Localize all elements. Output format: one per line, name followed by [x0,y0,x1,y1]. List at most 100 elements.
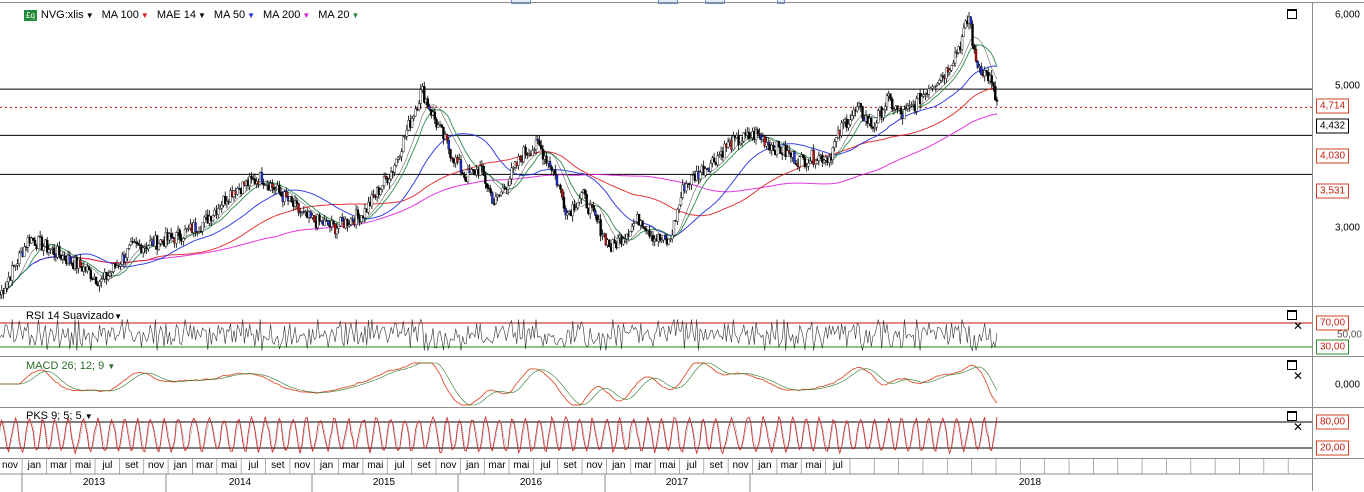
maximize-icon[interactable] [1287,411,1297,422]
overlay-ma200[interactable]: MA 200 ▼ [263,9,310,21]
candle-body [622,238,625,245]
overlay-mae14[interactable]: MAE 14 ▼ [157,9,206,21]
price-pane[interactable]: £q NVG:xlis ▼ MA 100 ▼ MAE 14 ▼ MA 50 ▼ … [0,2,1312,306]
candle-body [384,175,388,179]
candle-body [337,225,340,229]
candle-body [220,205,223,209]
candle-body [812,149,815,165]
rsi-line [0,318,998,352]
candle-body [203,216,206,223]
candle-body [616,237,620,249]
candle-body [129,241,133,246]
candle-body [363,208,367,219]
candle-body [499,191,503,196]
candle-body [410,117,414,128]
candle-body [754,129,758,140]
candle-body [534,139,538,150]
candle-body [786,150,789,157]
candle-body [971,23,974,47]
pks-upper-badge: 80,00 [1316,414,1350,430]
candle-body [339,217,342,227]
overlay-ma100[interactable]: MA 100 ▼ [102,9,149,21]
candle-body [367,202,370,213]
candle-body [388,178,391,184]
candle-body [835,137,838,142]
candle-body [756,129,759,134]
macd-scale[interactable]: 0,000 [1312,356,1364,407]
candle-body [487,187,491,190]
candle-body [960,36,964,51]
overlay-legend: £q NVG:xlis ▼ MA 100 ▼ MAE 14 ▼ MA 50 ▼ … [24,9,359,21]
candle-body [70,262,73,264]
candle-body [583,189,587,195]
rsi-scale[interactable]: 70,00 50,00 30,00 [1312,306,1364,356]
candle-body [599,219,602,237]
candle-body [704,168,707,176]
candle-body [512,167,515,169]
close-icon[interactable]: ✕ [1293,369,1304,383]
close-icon[interactable]: ✕ [1293,420,1304,434]
time-axis[interactable]: nov jan mar mai jul set nov jan mar mai jul set nov j… [0,458,1312,492]
candle-body [540,145,543,150]
overlay-ma50[interactable]: MA 50 ▼ [214,9,255,21]
rsi-pane[interactable]: RSI 14 Suavizado▼ ✕ [0,306,1312,356]
candle-body [882,109,885,119]
candle-body [976,60,979,68]
time-axis-grid [0,459,1312,492]
candle-body [983,70,986,77]
candle-body [187,227,190,230]
candle-body [100,279,103,282]
candle-body [634,221,637,224]
candle-body [684,183,688,192]
price-scale[interactable]: 6,000 5,000 3,000 4,714 4,432 4,030 3,53… [1312,2,1364,306]
candle-body [550,166,553,171]
candle-body [934,84,938,87]
candle-body [658,234,662,241]
pks-label[interactable]: PKS 9; 5; 5 ▼ [26,410,93,422]
rsi-pane-controls: ✕ [1287,310,1312,332]
pks-pane[interactable]: PKS 9; 5; 5 ▼ ✕ [0,407,1312,458]
candle-body [470,169,473,174]
candle-body [16,263,19,266]
candle-body [817,155,821,161]
mae14-line [0,36,998,295]
candle-body [566,212,569,216]
chevron-down-icon: ▼ [351,10,360,20]
level-badge: 3,531 [1316,183,1350,199]
candle-body [278,185,281,193]
candle-body [478,165,482,176]
chevron-down-icon: ▼ [302,10,311,20]
candle-body [891,98,894,110]
maximize-icon[interactable] [1287,310,1297,321]
symbol-selector[interactable]: £q NVG:xlis ▼ [24,9,94,21]
candle-body [107,275,110,280]
month-label: mar [50,460,68,471]
candle-body [18,252,21,264]
exchange-icon: £q [24,9,37,21]
close-icon[interactable]: ✕ [1293,319,1304,333]
candle-body [777,141,780,148]
candle-body [559,184,562,190]
pks-scale[interactable]: 80,00 20,00 [1312,407,1364,458]
maximize-icon[interactable] [1287,360,1297,371]
candle-body [608,239,611,248]
candle-body [335,228,339,235]
candle-body [171,237,175,239]
macd-pane[interactable]: MACD 26; 12; 9 ▼ ✕ [0,356,1312,407]
maximize-price-pane[interactable] [1287,9,1297,20]
month-label: mar [196,460,214,471]
overlay-ma20[interactable]: MA 20 ▼ [318,9,359,21]
candle-body [573,204,576,211]
candle-body [995,99,999,102]
candle-body [807,162,810,167]
candle-body [974,49,978,62]
pks-pane-controls: ✕ [1287,411,1312,433]
month-label: nov [294,460,311,471]
rsi-label[interactable]: RSI 14 Suavizado▼ [26,310,122,322]
macd-label[interactable]: MACD 26; 12; 9 ▼ [26,360,116,372]
candle-body [852,109,855,116]
month-label: set [125,460,139,471]
month-label: mai [367,460,384,471]
candle-body [412,115,416,119]
candle-body [737,135,740,146]
